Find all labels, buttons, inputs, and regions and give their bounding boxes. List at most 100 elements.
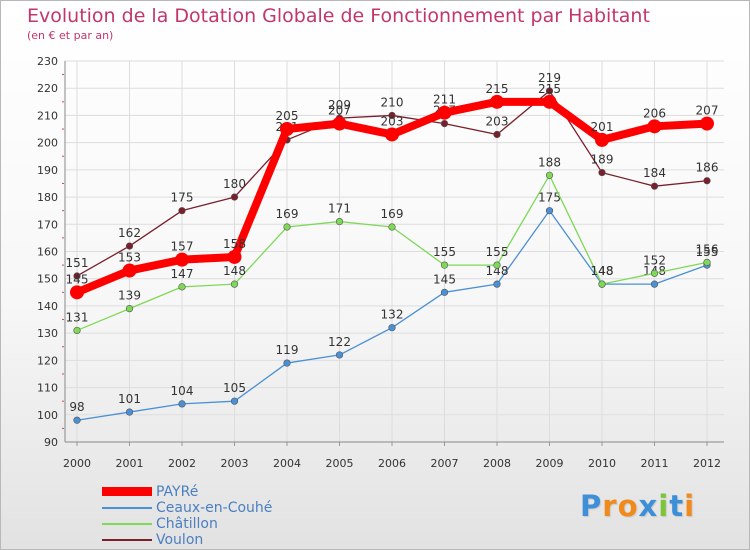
series-0-value-label-2012: 186 (696, 161, 719, 175)
series-2-value-label-2010: 148 (591, 264, 614, 278)
series-0-value-label-2003: 180 (223, 177, 246, 191)
series-2-value-label-2006: 169 (381, 207, 404, 221)
series-3-value-label-2001: 153 (118, 251, 141, 265)
series-3-point-2007 (437, 105, 452, 120)
series-3-point-2006 (385, 127, 399, 142)
y-tick-label-90: 90 (44, 436, 58, 449)
series-0-point-2002 (178, 207, 186, 215)
series-3-value-label-2007: 211 (433, 93, 456, 107)
series-3-value-label-2004: 205 (276, 109, 299, 123)
series-3-point-2008 (490, 94, 504, 109)
series-1-point-2004 (283, 359, 291, 367)
series-1-point-2009 (545, 207, 554, 215)
series-0-point-2012 (703, 177, 711, 185)
series-0-value-label-2008: 203 (486, 114, 509, 128)
series-3-point-2004 (280, 122, 294, 137)
series-0-value-label-2011: 184 (643, 166, 666, 180)
series-1-point-2000 (73, 416, 81, 424)
y-tick-label-220: 220 (37, 82, 58, 95)
x-tick-label-2012: 2012 (693, 457, 721, 470)
series-2-value-label-2009: 188 (538, 155, 561, 169)
y-tick-label-200: 200 (37, 137, 58, 150)
series-2-value-label-2011: 152 (643, 253, 666, 267)
proxiti-logo: Proxiti (580, 489, 695, 523)
y-tick-label-140: 140 (37, 300, 58, 313)
series-3-point-2012 (700, 116, 714, 131)
y-tick-label-190: 190 (37, 164, 58, 177)
series-1-value-label-2006: 132 (381, 308, 404, 322)
series-3-point-2001 (122, 263, 137, 278)
series-2-point-2008 (493, 261, 501, 269)
y-tick-label-230: 230 (37, 55, 58, 68)
series-2-point-2007 (440, 261, 449, 269)
series-2-point-2011 (650, 269, 659, 277)
y-tick-label-100: 100 (37, 409, 58, 422)
logo-letter: i (658, 489, 670, 523)
series-2-value-label-2002: 147 (171, 267, 194, 281)
series-3-value-label-2002: 157 (171, 240, 194, 254)
legend-swatch-voulon (102, 539, 152, 541)
chart-subtitle: (en € et par an) (27, 29, 114, 42)
series-3-value-label-2011: 206 (643, 106, 666, 120)
x-tick-label-2001: 2001 (116, 457, 144, 470)
legend-label-payre: PAYRé (156, 484, 199, 500)
y-tick-label-130: 130 (37, 327, 58, 340)
series-2-value-label-2000: 131 (66, 310, 89, 324)
series-3-value-label-2010: 201 (591, 120, 614, 134)
x-tick-label-2004: 2004 (273, 457, 301, 470)
series-0-point-2010 (598, 168, 606, 177)
y-tick-label-110: 110 (37, 382, 58, 395)
series-2-value-label-2007: 155 (433, 245, 456, 259)
series-2-value-label-2008: 155 (486, 245, 509, 259)
series-1-point-2008 (493, 280, 501, 288)
series-1-value-label-2012: 155 (696, 245, 719, 259)
x-tick-label-2007: 2007 (431, 457, 459, 470)
series-2-point-2010 (598, 280, 606, 288)
series-1-value-label-2007: 145 (433, 272, 456, 286)
series-2-point-2002 (178, 283, 186, 291)
legend-item-payre: PAYRé (102, 484, 362, 500)
series-1-point-2006 (388, 324, 396, 332)
y-tick-label-120: 120 (37, 354, 58, 367)
x-tick-label-2002: 2002 (168, 457, 196, 470)
legend-swatch-chatillon (102, 523, 152, 525)
series-3-value-label-2009: 215 (538, 82, 561, 96)
series-0-point-2008 (493, 130, 501, 139)
series-0-point-2000 (73, 272, 81, 280)
series-0-value-label-2005: 209 (328, 98, 351, 112)
series-2-point-2001 (125, 305, 134, 313)
x-tick-label-2006: 2006 (378, 457, 406, 470)
series-0-point-2011 (650, 182, 659, 190)
y-tick-label-150: 150 (37, 273, 58, 286)
series-1-value-label-2010: 148 (591, 264, 614, 278)
series-0-value-label-2010: 189 (591, 153, 614, 167)
series-0-point-2007 (440, 119, 449, 128)
series-3-value-label-2005: 207 (328, 104, 351, 118)
series-1-value-label-2001: 101 (118, 392, 141, 406)
series-1-value-label-2005: 122 (328, 335, 351, 349)
series-0-value-label-2006: 210 (381, 95, 404, 109)
series-3-point-2005 (332, 116, 347, 131)
x-tick-label-2010: 2010 (588, 457, 616, 470)
legend-item-ceaux: Ceaux-en-Couhé (102, 500, 362, 516)
series-2-point-2012 (703, 258, 711, 266)
series-2-point-2000 (73, 326, 81, 335)
series-2-value-label-2003: 148 (223, 264, 246, 278)
logo-letter: r (602, 489, 618, 523)
series-2-point-2005 (335, 217, 344, 226)
series-1-point-2002 (178, 400, 186, 408)
logo-letter: P (580, 489, 603, 523)
series-1-point-2001 (125, 408, 134, 416)
legend-item-chatillon: Châtillon (102, 516, 362, 532)
x-tick-label-2000: 2000 (63, 457, 91, 470)
series-0-value-label-2001: 162 (118, 226, 141, 240)
y-tick-label-180: 180 (37, 191, 58, 204)
legend-swatch-ceaux (102, 507, 152, 509)
series-1-point-2011 (650, 280, 659, 288)
series-3-value-label-2006: 203 (381, 114, 404, 128)
legend-label-chatillon: Châtillon (156, 516, 218, 532)
y-tick-label-210: 210 (37, 109, 58, 122)
x-tick-label-2005: 2005 (326, 457, 354, 470)
logo-letter: i (684, 489, 696, 523)
